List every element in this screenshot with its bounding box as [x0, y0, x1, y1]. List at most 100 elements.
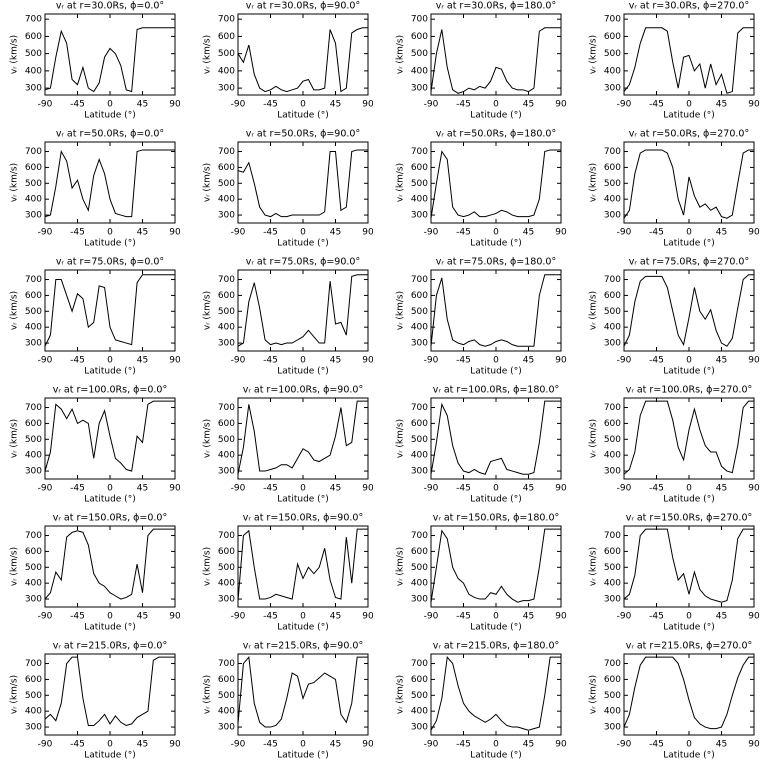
x-tick-label: -90 — [424, 356, 439, 366]
y-tick-label: 700 — [218, 275, 235, 285]
data-line — [44, 274, 175, 347]
x-tick-label: -90 — [38, 356, 53, 366]
y-tick-label: 600 — [411, 675, 428, 685]
y-axis-label: vᵣ (km/s) — [396, 35, 406, 74]
chart-title: vᵣ at r=50.0Rs, ϕ=270.0° — [629, 129, 749, 140]
y-tick-label: 500 — [25, 691, 42, 701]
x-tick-label: -45 — [70, 228, 85, 238]
plot-frame — [237, 653, 369, 736]
x-tick-label: -45 — [70, 484, 85, 494]
data-line — [237, 400, 368, 475]
y-tick-label: 400 — [604, 66, 621, 76]
y-tick-label: 600 — [25, 675, 42, 685]
chart-title: vᵣ at r=50.0Rs, ϕ=180.0° — [436, 129, 556, 140]
chart-title: vᵣ at r=100.0Rs, ϕ=180.0° — [433, 385, 560, 396]
x-tick-label: -90 — [617, 228, 632, 238]
x-tick-label: 45 — [137, 740, 148, 750]
x-tick-label: 45 — [716, 356, 727, 366]
x-tick-label: 90 — [555, 356, 567, 366]
x-axis-label: Latitude (°) — [663, 623, 714, 633]
y-tick-label: 300 — [25, 211, 42, 221]
y-tick-label: 700 — [411, 659, 428, 669]
y-tick-label: 600 — [25, 547, 42, 557]
x-tick-label: -45 — [456, 356, 471, 366]
plot-frame — [430, 525, 562, 608]
x-tick-label: -90 — [231, 484, 246, 494]
x-tick-label: -45 — [263, 612, 278, 622]
y-tick-label: 700 — [25, 147, 42, 157]
y-tick-label: 600 — [218, 675, 235, 685]
data-line — [237, 528, 368, 601]
y-tick-label: 300 — [218, 211, 235, 221]
y-tick-label: 600 — [218, 163, 235, 173]
chart-title: vᵣ at r=150.0Rs, ϕ=0.0° — [53, 513, 167, 524]
y-tick-label: 700 — [604, 275, 621, 285]
y-tick-label: 400 — [411, 579, 428, 589]
x-tick-label: -45 — [456, 484, 471, 494]
data-line — [623, 528, 754, 603]
data-line — [623, 656, 754, 730]
x-tick-label: 90 — [362, 740, 374, 750]
x-axis-label: Latitude (°) — [84, 751, 135, 761]
plot-frame — [44, 525, 176, 608]
x-tick-label: -45 — [649, 100, 664, 110]
y-axis-label: vᵣ (km/s) — [10, 675, 20, 714]
x-tick-label: 90 — [748, 484, 760, 494]
y-tick-label: 600 — [604, 675, 621, 685]
plot-frame — [44, 13, 176, 96]
x-tick-label: 45 — [523, 228, 534, 238]
y-tick-label: 500 — [604, 691, 621, 701]
y-tick-label: 600 — [218, 547, 235, 557]
y-tick-label: 700 — [25, 403, 42, 413]
y-axis-label: vᵣ (km/s) — [10, 291, 20, 330]
x-tick-label: -90 — [424, 484, 439, 494]
y-tick-label: 400 — [25, 707, 42, 717]
y-axis-label: vᵣ (km/s) — [589, 35, 599, 74]
y-tick-label: 500 — [604, 563, 621, 573]
x-tick-label: 0 — [107, 356, 113, 366]
x-tick-label: 45 — [523, 100, 534, 110]
y-tick-label: 700 — [25, 15, 42, 25]
y-tick-label: 700 — [25, 275, 42, 285]
x-tick-label: -90 — [617, 484, 632, 494]
y-tick-label: 700 — [604, 147, 621, 157]
y-tick-label: 400 — [218, 66, 235, 76]
x-tick-label: 45 — [137, 100, 148, 110]
chart-title: vᵣ at r=215.0Rs, ϕ=180.0° — [433, 641, 560, 652]
y-tick-label: 500 — [25, 563, 42, 573]
x-tick-label: -90 — [617, 740, 632, 750]
x-tick-label: 45 — [330, 484, 341, 494]
x-tick-label: 45 — [523, 612, 534, 622]
x-tick-label: -90 — [617, 100, 632, 110]
plot-frame — [237, 397, 369, 480]
chart-title: vᵣ at r=100.0Rs, ϕ=90.0° — [243, 385, 363, 396]
y-tick-label: 500 — [218, 49, 235, 59]
chart-title: vᵣ at r=50.0Rs, ϕ=90.0° — [246, 129, 360, 140]
x-tick-label: -45 — [263, 484, 278, 494]
x-axis-label: Latitude (°) — [663, 751, 714, 761]
x-tick-label: -90 — [617, 612, 632, 622]
x-tick-label: -45 — [456, 612, 471, 622]
y-tick-label: 300 — [604, 467, 621, 477]
data-line — [44, 656, 175, 727]
data-line — [237, 27, 368, 93]
y-tick-label: 500 — [411, 563, 428, 573]
x-tick-label: 90 — [362, 356, 374, 366]
y-axis-label: vᵣ (km/s) — [589, 163, 599, 202]
y-tick-label: 500 — [411, 179, 428, 189]
y-tick-label: 500 — [411, 49, 428, 59]
x-tick-label: 45 — [716, 228, 727, 238]
y-tick-label: 700 — [604, 531, 621, 541]
x-tick-label: -90 — [424, 228, 439, 238]
chart-title: vᵣ at r=100.0Rs, ϕ=270.0° — [626, 385, 753, 396]
y-tick-label: 300 — [25, 723, 42, 733]
y-tick-label: 600 — [25, 32, 42, 42]
y-tick-label: 300 — [604, 595, 621, 605]
x-tick-label: 90 — [169, 740, 181, 750]
y-tick-label: 500 — [25, 49, 42, 59]
y-tick-label: 600 — [411, 32, 428, 42]
y-tick-label: 700 — [411, 275, 428, 285]
y-tick-label: 300 — [218, 723, 235, 733]
x-tick-label: -45 — [456, 740, 471, 750]
